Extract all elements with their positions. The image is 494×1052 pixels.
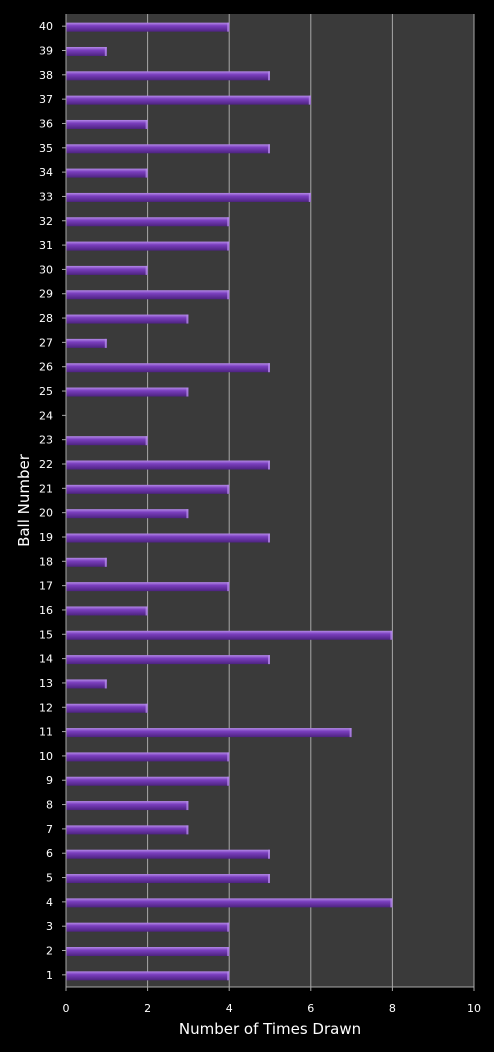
y-tick-label-38: 38	[39, 69, 53, 82]
y-tick-label-29: 29	[39, 288, 53, 301]
y-tick-label-33: 33	[39, 190, 53, 203]
y-tick-label-18: 18	[39, 555, 53, 568]
y-tick-label-12: 12	[39, 701, 53, 714]
bar-ball-1	[66, 971, 230, 981]
bar-ball-2	[66, 947, 230, 957]
y-tick-label-14: 14	[39, 653, 53, 666]
bar-ball-18	[66, 557, 107, 567]
axes	[65, 14, 474, 988]
y-tick-label-4: 4	[46, 896, 53, 909]
bar-ball-6	[66, 849, 270, 859]
y-tick-label-6: 6	[46, 847, 53, 860]
y-tick-label-8: 8	[46, 799, 53, 812]
bar-ball-20	[66, 509, 189, 519]
y-tick-label-26: 26	[39, 361, 53, 374]
bar-ball-39	[66, 46, 107, 56]
y-tick-label-40: 40	[39, 20, 53, 33]
y-tick-label-36: 36	[39, 117, 53, 130]
bar-ball-3	[66, 922, 230, 932]
bar-ball-19	[66, 533, 270, 543]
y-tick-label-35: 35	[39, 142, 53, 155]
bar-ball-38	[66, 71, 270, 81]
bar-ball-28	[66, 314, 189, 324]
bar-ball-22	[66, 460, 270, 470]
bar-ball-31	[66, 241, 230, 251]
bar-ball-34	[66, 168, 148, 178]
bar-ball-4	[66, 898, 393, 908]
bar-ball-10	[66, 752, 230, 762]
bar-ball-17	[66, 582, 230, 592]
y-tick-label-32: 32	[39, 215, 53, 228]
y-tick-label-27: 27	[39, 336, 53, 349]
bar-ball-11	[66, 728, 352, 738]
bar-ball-36	[66, 119, 148, 129]
y-tick-label-23: 23	[39, 434, 53, 447]
y-tick-label-28: 28	[39, 312, 53, 325]
bar-ball-32	[66, 217, 230, 227]
y-tick-label-7: 7	[46, 823, 53, 836]
y-tick-label-24: 24	[39, 409, 53, 422]
plot-area	[66, 14, 474, 987]
bar-ball-40	[66, 22, 230, 32]
y-tick-label-15: 15	[39, 628, 53, 641]
y-tick-label-10: 10	[39, 750, 53, 763]
y-tick-label-37: 37	[39, 93, 53, 106]
bar-ball-23	[66, 436, 148, 446]
bar-ball-12	[66, 703, 148, 713]
bar-ball-35	[66, 144, 270, 154]
x-tick-labels: 0 2 4 6 8 10	[63, 987, 481, 1015]
x-tick-label-0: 0	[63, 1002, 70, 1015]
gridlines	[147, 14, 475, 987]
bar-ball-16	[66, 606, 148, 616]
bar-ball-5	[66, 874, 270, 884]
x-tick-label-4: 4	[226, 1002, 233, 1015]
bars	[66, 22, 393, 981]
y-tick-label-5: 5	[46, 872, 53, 885]
bar-ball-30	[66, 265, 148, 275]
y-tick-label-30: 30	[39, 263, 53, 276]
y-tick-label-20: 20	[39, 507, 53, 520]
bar-ball-8	[66, 801, 189, 811]
y-tick-label-19: 19	[39, 531, 53, 544]
y-tick-label-21: 21	[39, 482, 53, 495]
y-tick-label-25: 25	[39, 385, 53, 398]
y-tick-label-3: 3	[46, 920, 53, 933]
x-tick-label-2: 2	[144, 1002, 151, 1015]
bar-ball-29	[66, 290, 230, 300]
y-tick-label-17: 17	[39, 580, 53, 593]
y-tick-label-11: 11	[39, 726, 53, 739]
x-tick-label-10: 10	[467, 1002, 481, 1015]
y-axis-title: Ball Number	[15, 453, 33, 547]
bar-ball-27	[66, 338, 107, 348]
bar-ball-7	[66, 825, 189, 835]
bar-ball-21	[66, 484, 230, 494]
x-tick-label-8: 8	[389, 1002, 396, 1015]
x-axis-title: Number of Times Drawn	[179, 1020, 361, 1038]
bar-ball-26	[66, 363, 270, 373]
x-tick-label-6: 6	[307, 1002, 314, 1015]
bar-ball-25	[66, 387, 189, 397]
y-tick-label-31: 31	[39, 239, 53, 252]
y-tick-label-16: 16	[39, 604, 53, 617]
y-tick-label-13: 13	[39, 677, 53, 690]
y-tick-label-22: 22	[39, 458, 53, 471]
y-tick-label-1: 1	[46, 969, 53, 982]
y-tick-labels: 1234567891011121314151617181920212223242…	[39, 20, 66, 982]
bar-ball-37	[66, 95, 311, 105]
y-tick-label-2: 2	[46, 945, 53, 958]
y-tick-label-39: 39	[39, 44, 53, 57]
bar-ball-13	[66, 679, 107, 689]
bar-ball-15	[66, 630, 393, 640]
y-tick-label-9: 9	[46, 774, 53, 787]
y-tick-label-34: 34	[39, 166, 53, 179]
bar-ball-9	[66, 776, 230, 786]
bar-ball-14	[66, 655, 270, 665]
bar-ball-33	[66, 192, 311, 202]
